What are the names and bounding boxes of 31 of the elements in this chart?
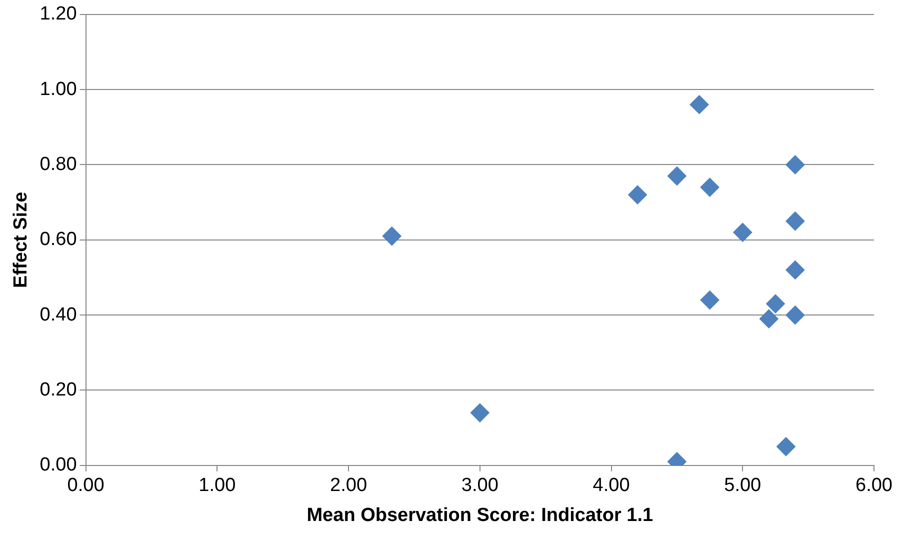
x-tick-label: 4.00 [592, 475, 630, 496]
y-axis-title: Effect Size [10, 192, 32, 288]
x-tick-label: 5.00 [724, 475, 762, 496]
point [759, 309, 778, 328]
x-tick-label: 0.00 [67, 475, 104, 496]
y-tick-label: 0.80 [40, 154, 77, 175]
x-tick-label: 2.00 [330, 475, 368, 496]
x-axis-title: Mean Observation Score: Indicator 1.1 [306, 504, 654, 526]
point [786, 306, 805, 325]
y-tick-label: 1.00 [40, 78, 77, 100]
point [382, 226, 402, 246]
y-tick-label: 1.20 [40, 4, 77, 25]
point [786, 260, 805, 280]
point [786, 155, 805, 174]
x-tick-label: 6.00 [856, 475, 892, 496]
point [786, 212, 805, 231]
point [700, 178, 720, 197]
y-tick-label: 0.00 [40, 454, 77, 476]
point [733, 222, 752, 242]
point [766, 294, 785, 314]
point [690, 95, 709, 114]
point [700, 290, 720, 310]
point [470, 403, 490, 422]
point [667, 166, 686, 186]
x-tick-label: 3.00 [461, 475, 498, 496]
y-tick-label: 0.60 [40, 229, 77, 250]
point [628, 185, 648, 204]
point [776, 437, 796, 456]
y-tick-label: 0.40 [40, 304, 77, 326]
y-tick-label: 0.20 [40, 379, 77, 400]
x-tick-label: 1.00 [198, 475, 236, 496]
